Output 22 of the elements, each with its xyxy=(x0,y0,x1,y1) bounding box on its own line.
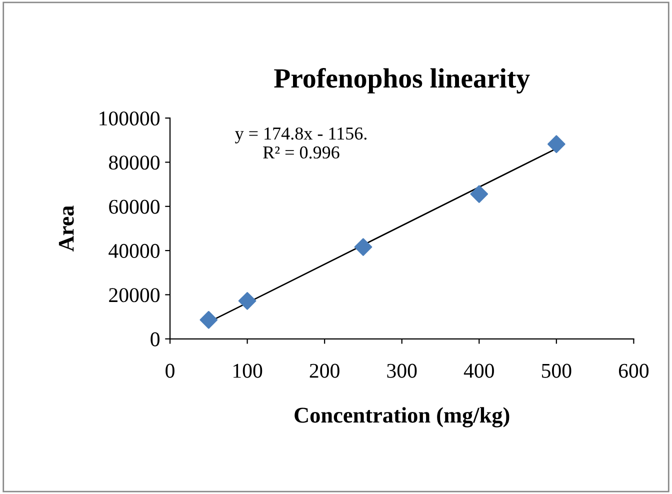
y-tick-label: 0 xyxy=(150,332,160,346)
annotation: y = 174.8x - 1156. R² = 0.996 xyxy=(235,127,366,159)
x-tick-label: 300 xyxy=(387,364,417,378)
point xyxy=(200,310,218,329)
point xyxy=(548,135,566,154)
y-tick-label: 40000 xyxy=(108,244,160,258)
x-tick-label: 100 xyxy=(234,364,262,378)
y-tick-label: 60000 xyxy=(109,200,160,214)
x-tick-label: 600 xyxy=(618,364,649,378)
x-tick-label: 400 xyxy=(464,364,494,378)
x-tick-label: 500 xyxy=(542,364,572,378)
x-tick-label: 0 xyxy=(166,364,174,378)
point xyxy=(238,292,256,310)
point xyxy=(354,238,372,256)
chart-title: Profenophos linearity xyxy=(274,68,530,94)
point xyxy=(470,185,488,203)
y-tick-label: 100000 xyxy=(100,111,160,126)
y-axis-title: Area xyxy=(58,206,74,252)
y-tick-label: 20000 xyxy=(109,288,160,302)
x-tick-label: 200 xyxy=(310,364,340,378)
y-tick-label: 80000 xyxy=(109,156,160,170)
x-axis-title: Concentration (mg/kg) xyxy=(294,407,510,428)
